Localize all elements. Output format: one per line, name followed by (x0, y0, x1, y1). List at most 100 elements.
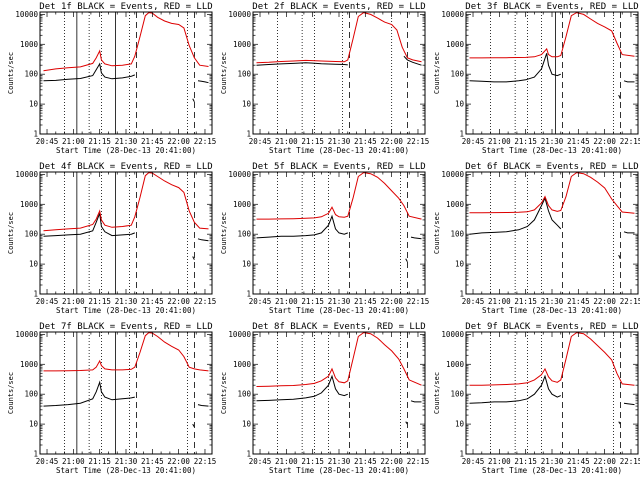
lld-series-line (469, 172, 635, 214)
x-tick-label: 21:45 (354, 297, 377, 306)
y-tick-label: 10 (242, 420, 252, 429)
x-tick-label: 20:45 (249, 457, 272, 466)
x-tick-label: 21:45 (567, 457, 590, 466)
panel-1: Det 1f BLACK = Events, RED = LLD 1 10 100 10… (7, 2, 216, 155)
y-tick-label: 10000 (441, 170, 464, 179)
panel-title: Det 6f BLACK = Events, RED = LLD (465, 162, 638, 172)
x-axis-label: Start Time (28-Dec-13 20:41:00) (269, 306, 409, 315)
lld-series-line (256, 332, 422, 387)
panel-title: Det 4f BLACK = Events, RED = LLD (39, 162, 212, 172)
y-tick-label: 100 (450, 230, 464, 239)
y-tick-label: 10 (242, 260, 252, 269)
x-tick-label: 22:00 (167, 297, 190, 306)
x-tick-label: 21:00 (62, 297, 85, 306)
x-tick-label: 20:45 (462, 297, 485, 306)
x-tick-label: 20:45 (249, 297, 272, 306)
x-tick-label: 22:00 (167, 457, 190, 466)
panel-6: Det 6f BLACK = Events, RED = LLD 1 10 100 10… (433, 162, 640, 315)
x-tick-label: 21:45 (141, 137, 164, 146)
x-tick-label: 21:15 (514, 297, 537, 306)
x-tick-label: 20:45 (36, 297, 59, 306)
panel-5: Det 5f BLACK = Events, RED = LLD 1 10 100 10… (220, 162, 429, 315)
x-tick-label: 21:30 (328, 297, 351, 306)
y-tick-label: 10000 (441, 330, 464, 339)
x-tick-label: 22:00 (593, 137, 616, 146)
panel-3: Det 3f BLACK = Events, RED = LLD 1 10 100 10… (433, 2, 640, 155)
x-tick-label: 20:45 (249, 137, 272, 146)
y-axis-label: Counts/sec (220, 212, 228, 254)
y-tick-label: 100 (24, 70, 38, 79)
y-axis-label: Counts/sec (7, 212, 15, 254)
panel-9: Det 9f BLACK = Events, RED = LLD 1 10 100 10… (433, 322, 640, 475)
events-series-line (256, 214, 422, 262)
y-tick-label: 10 (455, 420, 465, 429)
panel-title: Det 9f BLACK = Events, RED = LLD (465, 322, 638, 332)
y-tick-label: 1 (459, 290, 464, 299)
x-tick-label: 21:00 (275, 137, 298, 146)
x-tick-label: 21:30 (115, 457, 138, 466)
y-tick-label: 1000 (446, 40, 465, 49)
panel-4: Det 4f BLACK = Events, RED = LLD 1 10 100 10… (7, 162, 216, 315)
y-tick-label: 1 (459, 130, 464, 139)
x-tick-label: 21:15 (88, 457, 111, 466)
x-tick-label: 21:30 (541, 297, 564, 306)
x-tick-label: 22:00 (380, 137, 403, 146)
lld-series-line (43, 172, 209, 232)
y-tick-label: 1000 (446, 360, 465, 369)
lld-series-line (43, 12, 209, 72)
y-tick-label: 100 (237, 230, 251, 239)
x-tick-label: 21:45 (567, 137, 590, 146)
x-tick-label: 21:15 (514, 457, 537, 466)
y-tick-label: 1 (246, 450, 251, 459)
x-axis-label: Start Time (28-Dec-13 20:41:00) (56, 466, 196, 475)
y-tick-label: 10000 (15, 330, 38, 339)
y-tick-label: 1000 (233, 200, 252, 209)
panel-7: Det 7f BLACK = Events, RED = LLD 1 10 100 10… (7, 322, 216, 475)
x-tick-label: 22:15 (620, 457, 640, 466)
y-tick-label: 10 (455, 260, 465, 269)
y-tick-label: 10 (29, 260, 39, 269)
x-tick-label: 21:15 (301, 137, 324, 146)
y-tick-label: 1000 (233, 40, 252, 49)
y-axis-label: Counts/sec (7, 372, 15, 414)
panel-title: Det 5f BLACK = Events, RED = LLD (252, 162, 425, 172)
y-axis-label: Counts/sec (433, 372, 441, 414)
y-tick-label: 10000 (441, 10, 464, 19)
x-axis-label: Start Time (28-Dec-13 20:41:00) (269, 466, 409, 475)
x-tick-label: 21:45 (141, 457, 164, 466)
y-tick-label: 10000 (228, 170, 251, 179)
x-axis-label: Start Time (28-Dec-13 20:41:00) (56, 146, 196, 155)
x-tick-label: 22:15 (407, 137, 430, 146)
panel-title: Det 8f BLACK = Events, RED = LLD (252, 322, 425, 332)
x-tick-label: 21:15 (514, 137, 537, 146)
y-tick-label: 100 (237, 70, 251, 79)
panel-title: Det 3f BLACK = Events, RED = LLD (465, 2, 638, 12)
y-tick-label: 10000 (15, 10, 38, 19)
y-tick-label: 1 (246, 130, 251, 139)
x-tick-label: 22:00 (380, 457, 403, 466)
y-tick-label: 1 (33, 290, 38, 299)
y-tick-label: 1000 (446, 200, 465, 209)
x-tick-label: 21:00 (488, 457, 511, 466)
y-tick-label: 1 (459, 450, 464, 459)
x-tick-label: 21:30 (541, 137, 564, 146)
x-tick-label: 22:15 (407, 457, 430, 466)
x-tick-label: 21:00 (488, 297, 511, 306)
x-tick-label: 22:15 (620, 137, 640, 146)
x-axis-label: Start Time (28-Dec-13 20:41:00) (482, 146, 622, 155)
x-axis-label: Start Time (28-Dec-13 20:41:00) (482, 306, 622, 315)
x-tick-label: 21:00 (275, 297, 298, 306)
x-axis-label: Start Time (28-Dec-13 20:41:00) (482, 466, 622, 475)
x-tick-label: 21:15 (301, 457, 324, 466)
x-tick-label: 21:15 (88, 137, 111, 146)
y-tick-label: 100 (24, 230, 38, 239)
events-series-line (256, 374, 422, 425)
panel-title: Det 7f BLACK = Events, RED = LLD (39, 322, 212, 332)
lld-series-line (43, 332, 209, 372)
x-tick-label: 22:00 (593, 457, 616, 466)
x-tick-label: 22:00 (167, 137, 190, 146)
y-tick-label: 10 (29, 420, 39, 429)
y-tick-label: 1 (33, 450, 38, 459)
